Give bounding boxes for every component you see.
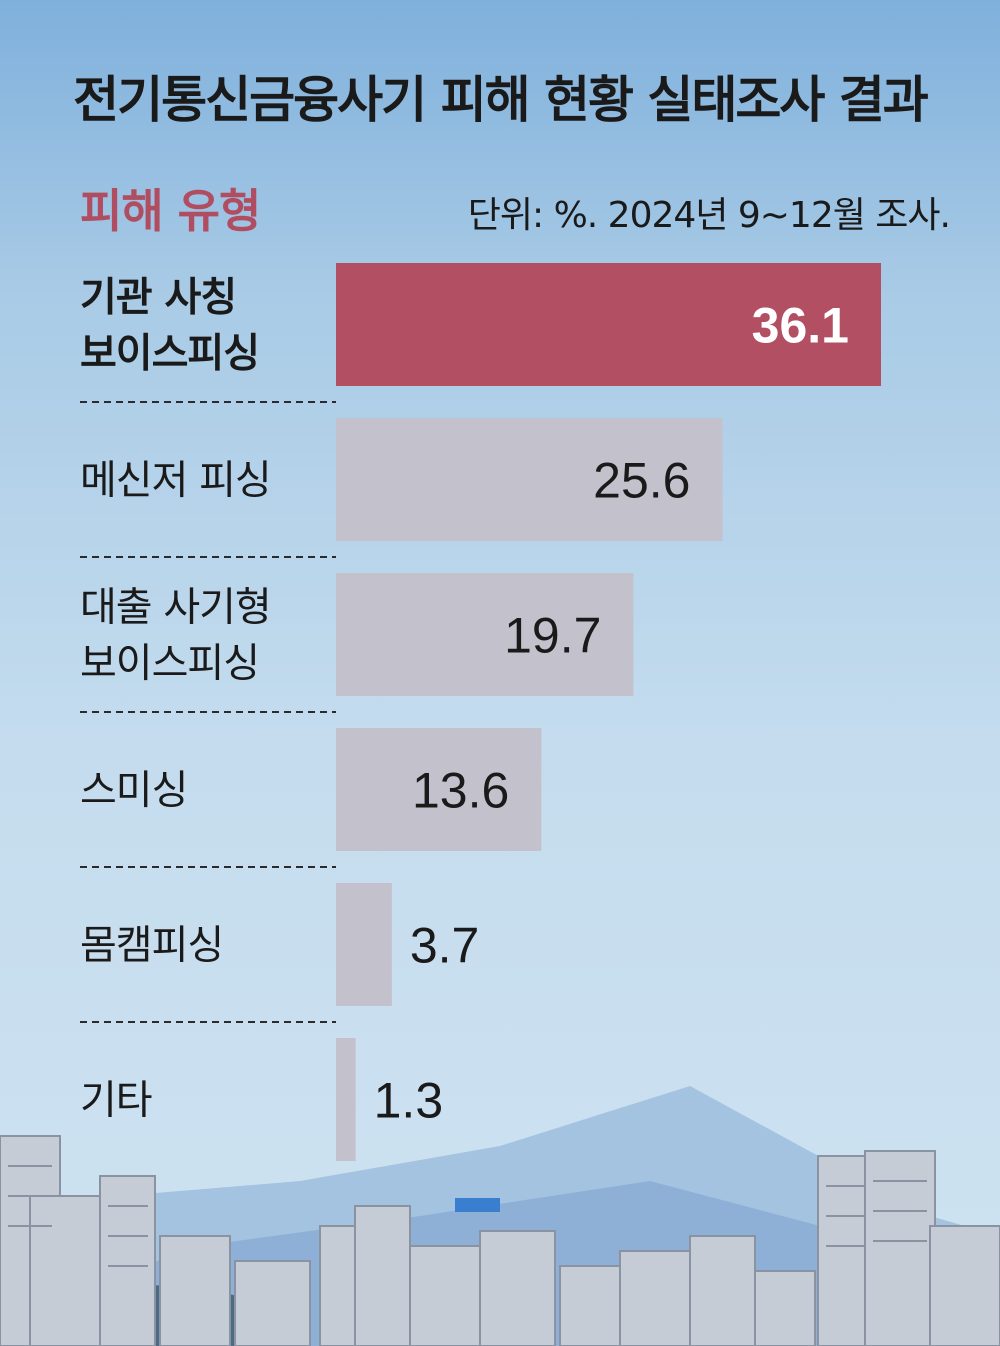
bar bbox=[336, 728, 542, 851]
buildings bbox=[0, 1135, 1000, 1346]
category-label: 보이스피싱 bbox=[80, 331, 259, 377]
value-label: 36.1 bbox=[752, 298, 849, 354]
value-label: 13.6 bbox=[412, 763, 509, 819]
category-label: 몸캠피싱 bbox=[80, 923, 223, 969]
category-label: 보이스피싱 bbox=[80, 641, 259, 687]
category-label: 메신저 피싱 bbox=[80, 458, 271, 504]
category-label: 기관 사칭 bbox=[80, 275, 236, 321]
value-label: 19.7 bbox=[504, 608, 601, 664]
bar bbox=[336, 573, 634, 696]
city-skyline-illustration bbox=[0, 1086, 1000, 1346]
category-label: 기타 bbox=[80, 1078, 152, 1124]
unit-note: 단위: %. 2024년 9~12월 조사. bbox=[467, 195, 951, 236]
page-title: 전기통신금융사기 피해 현황 실태조사 결과 bbox=[73, 71, 929, 129]
bar bbox=[336, 418, 723, 541]
bar bbox=[336, 1038, 356, 1161]
bar bbox=[336, 883, 392, 1006]
section-label: 피해 유형 bbox=[80, 184, 261, 238]
category-label: 대출 사기형 bbox=[80, 585, 271, 631]
building-windows bbox=[8, 1165, 927, 1267]
value-label: 25.6 bbox=[593, 453, 690, 509]
category-label: 스미싱 bbox=[80, 768, 187, 814]
bar bbox=[336, 263, 881, 386]
blue-roof-accent bbox=[455, 1198, 500, 1212]
value-label: 1.3 bbox=[374, 1073, 444, 1129]
value-label: 3.7 bbox=[410, 918, 480, 974]
